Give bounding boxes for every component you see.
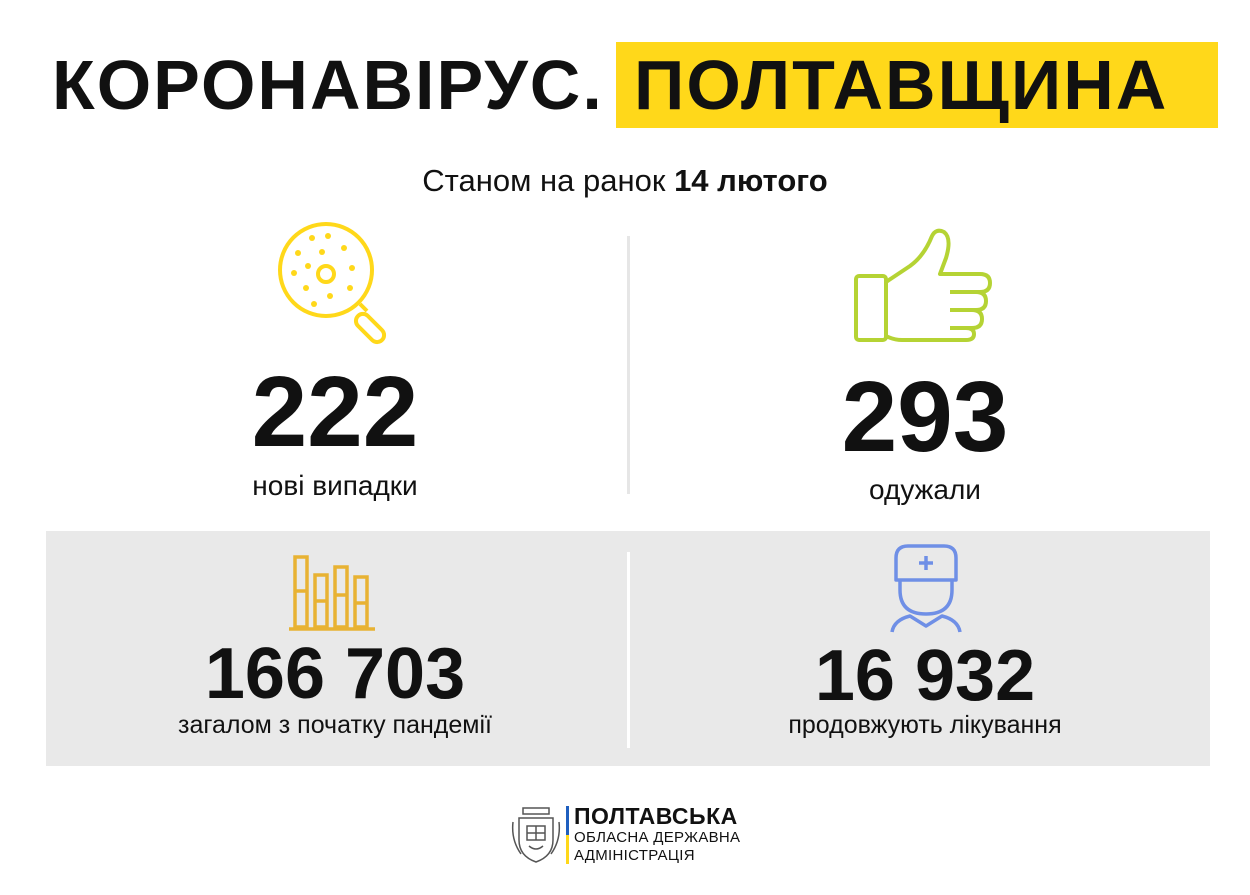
title-left: КОРОНАВІРУС. [52,46,604,124]
magnifier-virus-icon [278,222,387,345]
new-cases-value: 222 [251,356,419,468]
divider-top [627,236,630,494]
recovered-value: 293 [841,361,1009,473]
under-treatment-value: 16 932 [814,636,1036,716]
subtitle: Станом на ранок 14 лютого [0,163,1250,199]
doctor-icon [890,544,962,633]
footer-org-line2: ОБЛАСНА ДЕРЖАВНА [574,829,741,846]
title-right: ПОЛТАВЩИНА [634,46,1169,124]
new-cases-label: нові випадки [252,470,418,501]
recovered-label: одужали [869,474,981,505]
subtitle-prefix: Станом на ранок [422,163,666,198]
footer-org-line1: ПОЛТАВСЬКА [574,803,738,829]
footer-flag-bar [566,806,569,864]
total-cases-value: 166 703 [204,634,466,714]
subtitle-date: 14 лютого [674,163,828,198]
thumbs-up-icon [854,228,992,342]
divider-bottom [627,552,630,748]
footer-org-line3: АДМІНІСТРАЦІЯ [574,847,695,864]
title-highlight-box [616,42,1218,128]
coat-of-arms-icon [511,807,561,863]
bar-chart-icon [289,555,375,631]
under-treatment-label: продовжують лікування [788,711,1062,739]
total-cases-label: загалом з початку пандемії [178,711,492,739]
